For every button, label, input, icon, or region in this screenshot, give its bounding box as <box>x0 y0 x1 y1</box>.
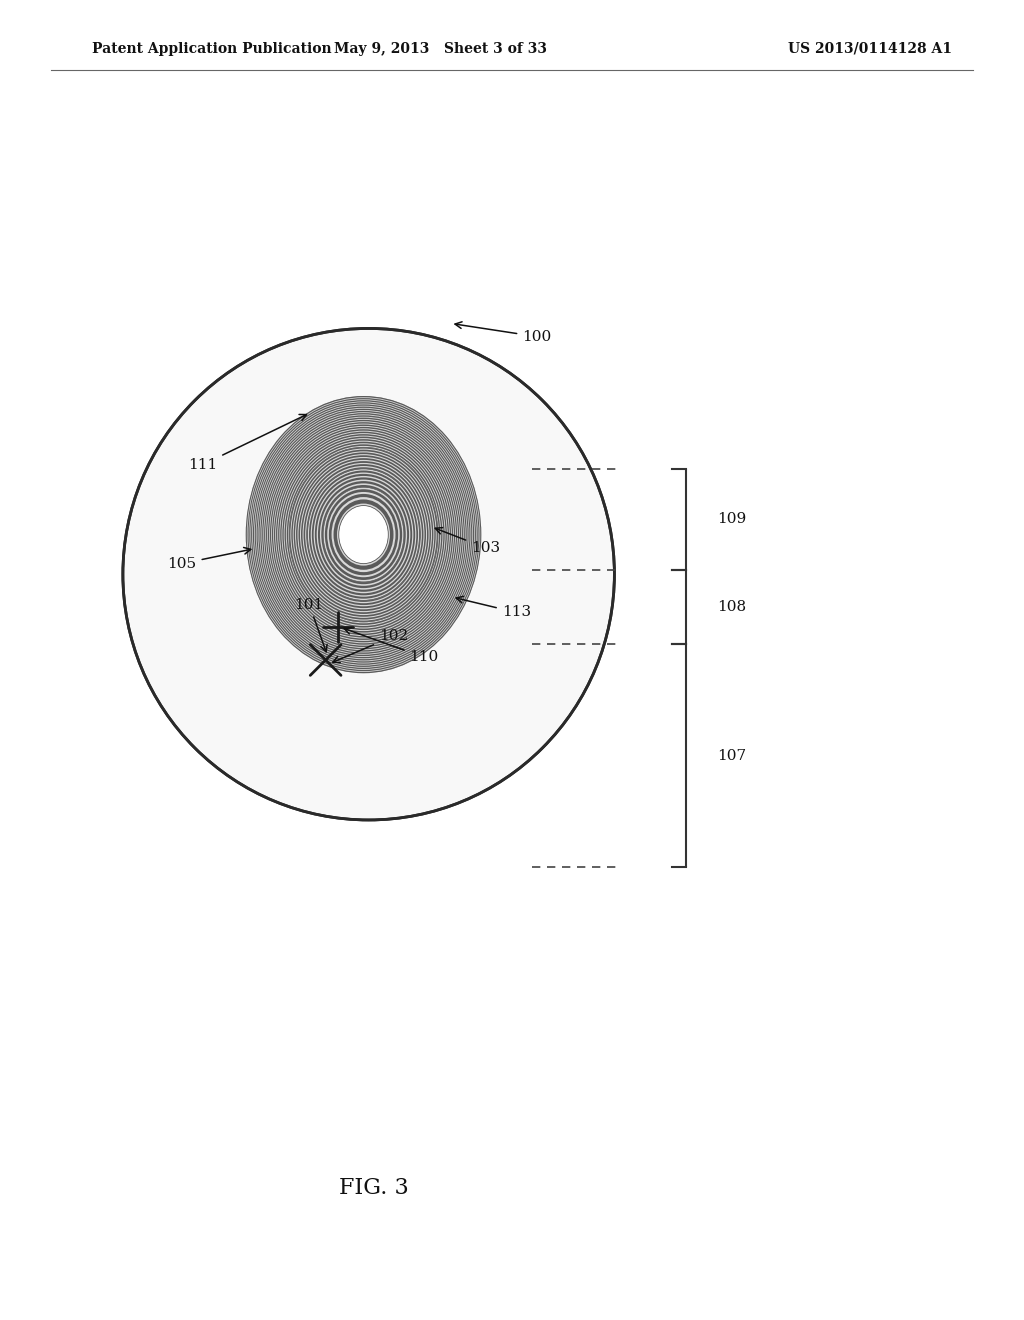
Text: 100: 100 <box>455 322 552 343</box>
Ellipse shape <box>275 430 452 639</box>
Ellipse shape <box>337 503 390 566</box>
Ellipse shape <box>285 442 442 627</box>
Text: 102: 102 <box>333 630 409 663</box>
Ellipse shape <box>329 494 398 576</box>
Ellipse shape <box>322 484 406 585</box>
Ellipse shape <box>339 506 388 564</box>
Ellipse shape <box>289 447 438 622</box>
Ellipse shape <box>325 490 402 579</box>
Text: Patent Application Publication: Patent Application Publication <box>92 42 332 55</box>
Ellipse shape <box>249 400 478 669</box>
Ellipse shape <box>286 444 441 626</box>
Ellipse shape <box>310 473 417 597</box>
Ellipse shape <box>298 457 429 612</box>
Text: 109: 109 <box>717 512 746 527</box>
Ellipse shape <box>256 408 471 661</box>
Text: 108: 108 <box>717 601 745 614</box>
Text: US 2013/0114128 A1: US 2013/0114128 A1 <box>788 42 952 55</box>
Ellipse shape <box>273 428 454 642</box>
Ellipse shape <box>257 409 470 660</box>
Ellipse shape <box>309 470 418 599</box>
Text: 103: 103 <box>435 528 500 554</box>
Ellipse shape <box>269 424 458 645</box>
Ellipse shape <box>249 400 478 669</box>
Ellipse shape <box>258 411 469 659</box>
Ellipse shape <box>314 478 413 591</box>
Ellipse shape <box>279 434 449 635</box>
Ellipse shape <box>295 454 432 615</box>
Ellipse shape <box>282 438 445 631</box>
Ellipse shape <box>302 463 425 606</box>
Text: 107: 107 <box>717 748 745 763</box>
Text: May 9, 2013   Sheet 3 of 33: May 9, 2013 Sheet 3 of 33 <box>334 42 547 55</box>
Ellipse shape <box>284 441 443 628</box>
Ellipse shape <box>301 461 426 609</box>
Ellipse shape <box>303 465 424 605</box>
Ellipse shape <box>254 405 473 664</box>
Ellipse shape <box>246 396 481 673</box>
Ellipse shape <box>291 449 436 620</box>
Text: 111: 111 <box>188 414 306 471</box>
Text: FIG. 3: FIG. 3 <box>339 1177 409 1199</box>
Ellipse shape <box>247 397 480 672</box>
Ellipse shape <box>270 425 457 644</box>
Ellipse shape <box>328 492 399 577</box>
Ellipse shape <box>262 416 465 653</box>
Ellipse shape <box>271 426 456 643</box>
Ellipse shape <box>268 422 459 647</box>
Ellipse shape <box>278 433 450 636</box>
Ellipse shape <box>253 404 474 665</box>
Ellipse shape <box>276 432 451 638</box>
Ellipse shape <box>332 498 395 572</box>
Ellipse shape <box>287 445 440 624</box>
Ellipse shape <box>334 499 393 570</box>
Ellipse shape <box>272 426 455 643</box>
Text: 101: 101 <box>295 598 327 652</box>
Ellipse shape <box>300 459 427 610</box>
Ellipse shape <box>259 412 468 657</box>
Ellipse shape <box>294 453 433 616</box>
Ellipse shape <box>318 480 409 589</box>
Ellipse shape <box>283 440 444 630</box>
Ellipse shape <box>312 474 415 595</box>
Ellipse shape <box>246 396 481 673</box>
Ellipse shape <box>298 458 429 611</box>
Ellipse shape <box>306 467 421 602</box>
Ellipse shape <box>305 466 422 603</box>
Ellipse shape <box>263 417 464 652</box>
Text: 113: 113 <box>457 597 530 619</box>
Ellipse shape <box>313 477 414 593</box>
Ellipse shape <box>248 399 479 671</box>
Text: 105: 105 <box>168 548 251 570</box>
Ellipse shape <box>264 417 463 652</box>
Ellipse shape <box>267 421 460 648</box>
Ellipse shape <box>123 329 614 820</box>
Ellipse shape <box>293 451 434 618</box>
Ellipse shape <box>260 413 467 656</box>
Ellipse shape <box>308 469 419 601</box>
Ellipse shape <box>261 414 466 655</box>
Ellipse shape <box>291 450 436 619</box>
Ellipse shape <box>251 401 476 668</box>
Ellipse shape <box>251 403 476 667</box>
Ellipse shape <box>266 420 461 649</box>
Ellipse shape <box>296 455 431 614</box>
Ellipse shape <box>281 437 446 632</box>
Ellipse shape <box>288 446 439 623</box>
Ellipse shape <box>274 429 453 640</box>
Ellipse shape <box>252 404 475 665</box>
Ellipse shape <box>255 407 472 663</box>
Ellipse shape <box>316 479 411 590</box>
Ellipse shape <box>319 483 408 586</box>
Ellipse shape <box>258 411 469 659</box>
Text: 110: 110 <box>344 627 439 664</box>
Ellipse shape <box>265 418 462 651</box>
Ellipse shape <box>280 436 447 634</box>
Ellipse shape <box>324 487 403 582</box>
